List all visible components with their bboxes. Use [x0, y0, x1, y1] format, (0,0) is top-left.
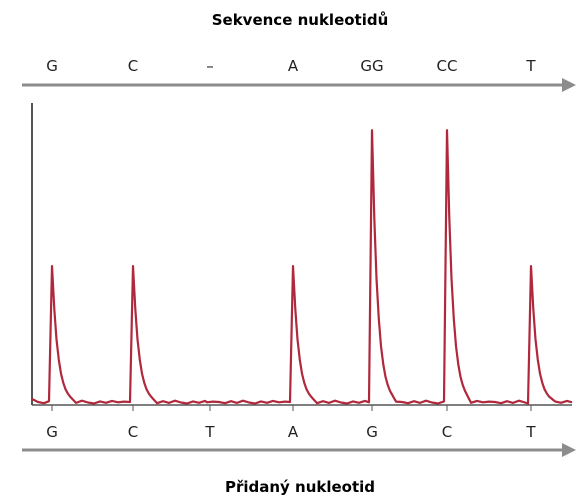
x-ticks: [51, 405, 532, 411]
bottom-label-5: C: [442, 423, 452, 441]
top-label-1: C: [128, 57, 138, 75]
bottom-label-3: A: [288, 423, 299, 441]
bottom-arrow-head: [562, 443, 576, 457]
top-arrow-head: [562, 78, 576, 92]
bottom-label-6: T: [525, 423, 536, 441]
bottom-label-2: T: [204, 423, 215, 441]
bottom-label-0: G: [46, 423, 58, 441]
top-label-5: CC: [437, 57, 458, 75]
bottom-label-1: C: [128, 423, 138, 441]
top-label-0: G: [46, 57, 58, 75]
top-sequence-labels: G C – A GG CC T: [46, 57, 536, 75]
top-label-6: T: [525, 57, 536, 75]
chart-title: Sekvence nukleotidů: [212, 11, 389, 29]
top-label-3: A: [288, 57, 299, 75]
top-label-2: –: [206, 57, 214, 75]
x-axis-title: Přidaný nukleotid: [225, 478, 375, 496]
top-label-4: GG: [360, 57, 383, 75]
bottom-label-4: G: [366, 423, 378, 441]
signal-trace: [31, 129, 573, 405]
